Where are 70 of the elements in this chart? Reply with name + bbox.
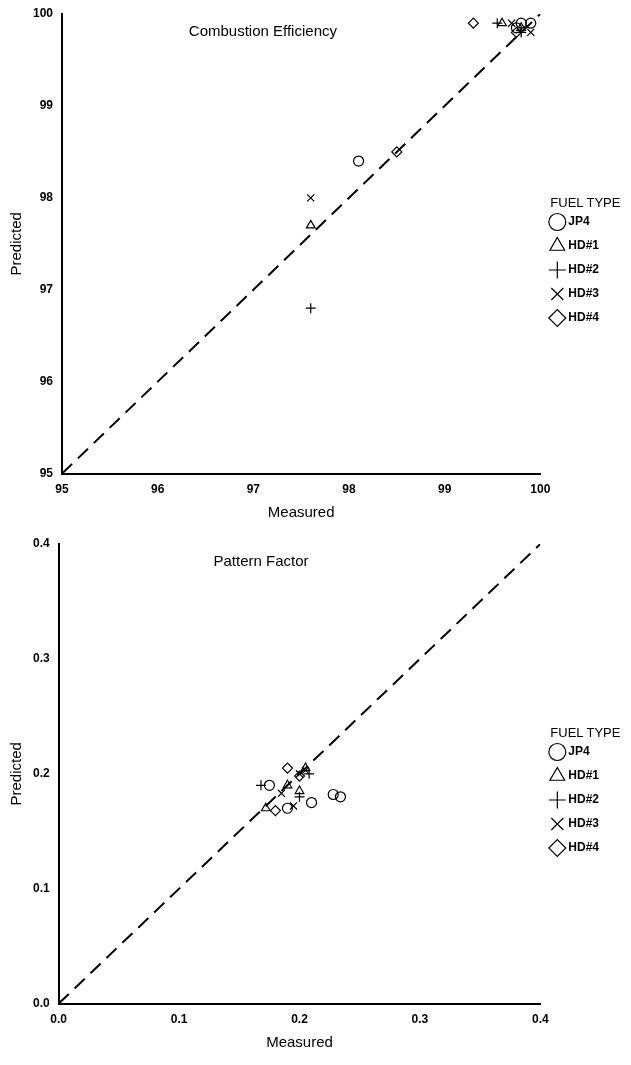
point xyxy=(305,219,316,229)
x-axis-title: Measured xyxy=(266,1033,333,1051)
y-axis-title: Predicted xyxy=(7,742,25,806)
legend-label: HD#3 xyxy=(568,816,600,831)
point xyxy=(525,17,537,29)
legend-label: HD#4 xyxy=(568,840,600,855)
point xyxy=(281,762,294,774)
point xyxy=(277,789,286,798)
legend-label: HD#2 xyxy=(568,792,600,807)
y-axis-title: Predicted xyxy=(7,212,25,276)
y-tick-label: 0.3 xyxy=(32,651,50,666)
y-tick-label: 95 xyxy=(39,465,54,480)
x-tick-label: 95 xyxy=(55,482,70,497)
x-tick-label: 98 xyxy=(342,482,356,497)
point xyxy=(391,146,403,158)
legend-title: FUEL TYPE xyxy=(550,725,621,741)
y-tick-label: 0.0 xyxy=(32,995,50,1010)
text: Combustion Efficiency xyxy=(188,21,338,39)
point xyxy=(260,802,271,812)
legend-label: HD#1 xyxy=(568,238,600,253)
legend-label: HD#1 xyxy=(568,768,600,783)
point xyxy=(305,302,317,314)
y-tick-label: 0.4 xyxy=(32,536,50,551)
point xyxy=(327,788,339,801)
x-tick-label: 0.4 xyxy=(531,1012,549,1027)
legend-label: JP4 xyxy=(568,744,590,759)
point xyxy=(467,17,479,29)
x-tick-label: 96 xyxy=(151,482,165,497)
point xyxy=(305,796,318,809)
legend-label: HD#2 xyxy=(568,262,600,277)
x-tick-label: 0.0 xyxy=(50,1012,68,1027)
point xyxy=(306,193,315,202)
point xyxy=(510,22,523,34)
point xyxy=(515,17,527,29)
point xyxy=(352,155,365,167)
point xyxy=(282,779,293,789)
point xyxy=(269,804,282,817)
legend-label: JP4 xyxy=(568,214,590,229)
legend-label: HD#3 xyxy=(568,286,600,301)
point xyxy=(293,791,306,803)
point xyxy=(295,769,304,778)
point xyxy=(497,17,507,27)
y-tick-label: 0.2 xyxy=(32,766,50,781)
y-tick-label: 99 xyxy=(39,98,54,113)
point xyxy=(507,19,516,28)
point xyxy=(293,770,306,782)
x-tick-label: 99 xyxy=(437,482,452,497)
legend-label: HD#4 xyxy=(568,310,600,325)
y-tick-label: 97 xyxy=(39,282,54,297)
x-tick-label: 97 xyxy=(246,482,261,497)
y-tick-label: 100 xyxy=(32,6,54,21)
text: Pattern Factor xyxy=(213,551,309,569)
point xyxy=(294,785,305,795)
point xyxy=(516,22,527,31)
x-tick-label: 0.1 xyxy=(170,1012,188,1027)
point xyxy=(526,28,535,37)
x-tick-label: 0.2 xyxy=(291,1012,309,1027)
point xyxy=(281,802,294,814)
y-tick-label: 98 xyxy=(39,190,54,205)
legend-title: FUEL TYPE xyxy=(550,195,621,211)
point xyxy=(510,26,523,38)
point xyxy=(491,17,503,29)
y-tick-label: 0.1 xyxy=(32,881,50,896)
point xyxy=(334,791,347,803)
point xyxy=(263,779,275,791)
x-axis-title: Measured xyxy=(267,503,335,521)
y-tick-label: 96 xyxy=(39,373,54,388)
x-tick-label: 0.3 xyxy=(411,1012,429,1027)
x-tick-label: 100 xyxy=(530,482,551,497)
point xyxy=(289,801,298,811)
